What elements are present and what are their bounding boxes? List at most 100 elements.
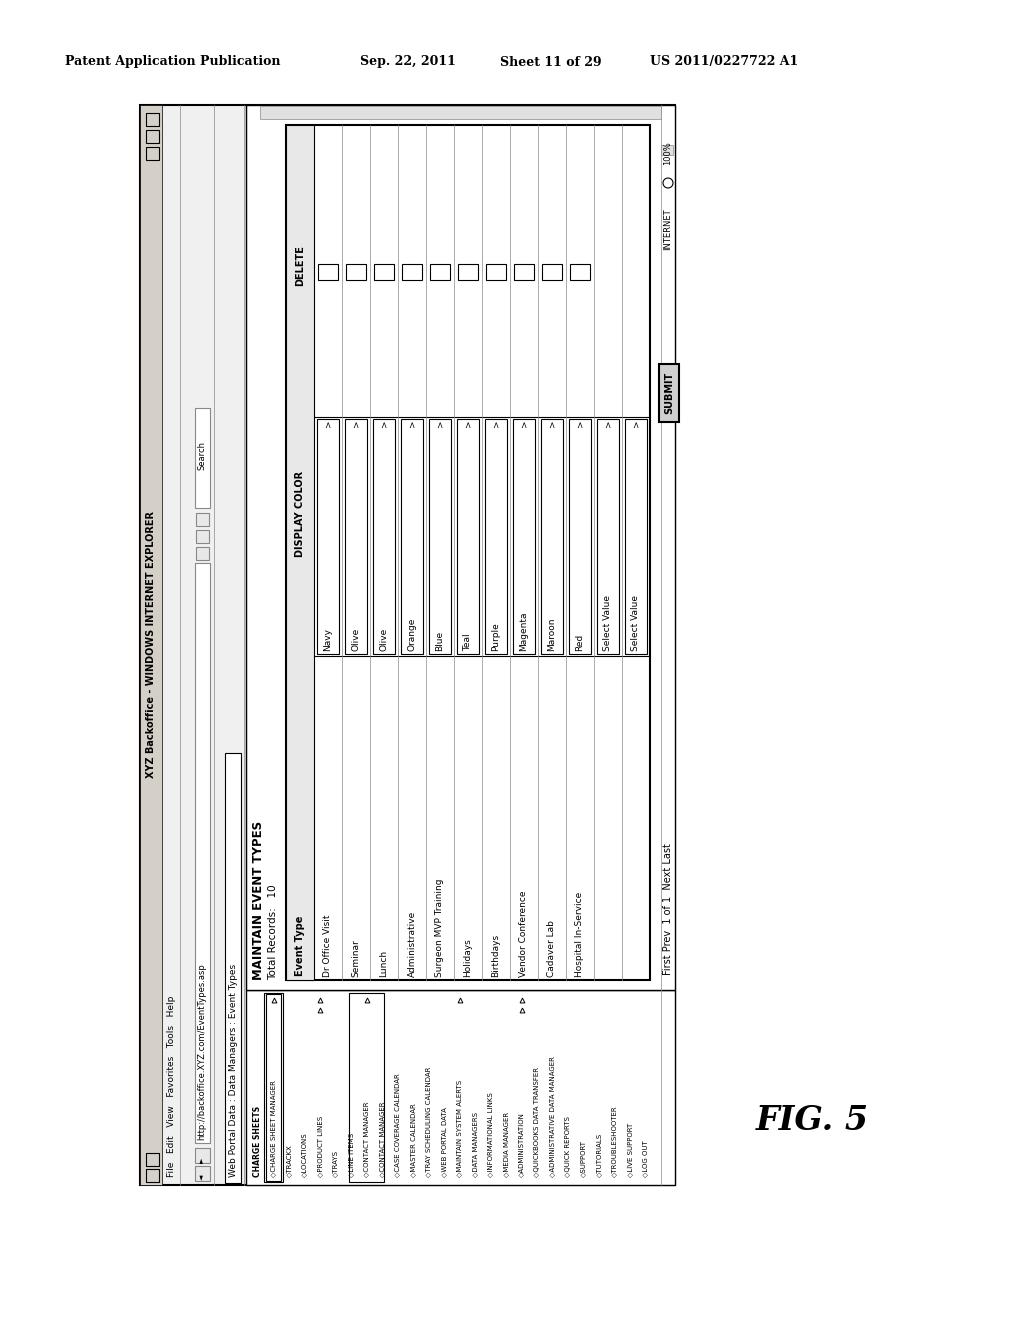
Text: >: > (464, 420, 472, 426)
Text: DELETE: DELETE (295, 246, 305, 286)
Text: Navy: Navy (324, 628, 333, 651)
Polygon shape (146, 1170, 159, 1181)
Text: First Prev  1 of 1  Next Last: First Prev 1 of 1 Next Last (663, 843, 673, 975)
Text: ◇CHARGE SHEET MANAGER: ◇CHARGE SHEET MANAGER (270, 1080, 276, 1177)
Text: File   Edit   View   Favorites   Tools   Help: File Edit View Favorites Tools Help (167, 995, 175, 1177)
Text: >: > (408, 420, 417, 426)
Polygon shape (195, 1166, 210, 1181)
Polygon shape (458, 264, 478, 280)
Polygon shape (246, 106, 675, 990)
Text: ◇QUICK REPORTS: ◇QUICK REPORTS (565, 1117, 571, 1177)
Polygon shape (286, 125, 314, 979)
Text: >: > (603, 420, 612, 426)
Polygon shape (146, 1152, 159, 1166)
Polygon shape (346, 264, 366, 280)
Text: ◇LIVE SUPPORT: ◇LIVE SUPPORT (627, 1123, 633, 1177)
Polygon shape (195, 564, 210, 1143)
Text: ►: ► (199, 1158, 205, 1163)
Text: ◇TROUBLESHOOTER: ◇TROUBLESHOOTER (611, 1105, 617, 1177)
Polygon shape (196, 513, 209, 525)
Polygon shape (345, 418, 367, 653)
Polygon shape (662, 145, 673, 154)
Text: INTERNET: INTERNET (664, 209, 673, 249)
Polygon shape (659, 364, 679, 422)
Text: ◇QUICKBOOKS DATA TRANSFER: ◇QUICKBOOKS DATA TRANSFER (534, 1067, 540, 1177)
Text: ◇LOG OUT: ◇LOG OUT (642, 1140, 648, 1177)
Polygon shape (195, 408, 210, 508)
Text: Magenta: Magenta (519, 611, 528, 651)
Text: Hospital In-Service: Hospital In-Service (575, 892, 585, 977)
Text: US 2011/0227722 A1: US 2011/0227722 A1 (650, 55, 799, 69)
Text: >: > (632, 420, 640, 426)
Text: http://backoffice.XYZ.com/EventTypes.asp: http://backoffice.XYZ.com/EventTypes.asp (198, 964, 207, 1140)
Text: ◄: ◄ (199, 1175, 205, 1180)
Text: Lunch: Lunch (380, 950, 388, 977)
Text: CHARGE SHEETS: CHARGE SHEETS (254, 1106, 262, 1177)
Polygon shape (402, 264, 422, 280)
Text: >: > (324, 420, 333, 426)
Text: ◇MAINTAIN SYSTEM ALERTS: ◇MAINTAIN SYSTEM ALERTS (457, 1080, 463, 1177)
Text: Patent Application Publication: Patent Application Publication (65, 55, 281, 69)
Text: ◇MASTER CALENDAR: ◇MASTER CALENDAR (410, 1104, 416, 1177)
Text: Sep. 22, 2011: Sep. 22, 2011 (360, 55, 456, 69)
Text: Select Value: Select Value (603, 595, 612, 651)
Polygon shape (266, 994, 282, 1181)
Text: ◇ADMINISTRATION: ◇ADMINISTRATION (518, 1113, 524, 1177)
Text: Seminar: Seminar (351, 940, 360, 977)
Text: >: > (492, 420, 501, 426)
Polygon shape (570, 264, 590, 280)
Polygon shape (140, 106, 675, 1185)
Text: ◇INFORMATIONAL LINKS: ◇INFORMATIONAL LINKS (487, 1092, 494, 1177)
Text: Cadaver Lab: Cadaver Lab (548, 920, 556, 977)
Polygon shape (374, 264, 394, 280)
Text: ◇MEDIA MANAGER: ◇MEDIA MANAGER (503, 1111, 509, 1177)
Polygon shape (373, 418, 395, 653)
Polygon shape (625, 418, 647, 653)
Text: >: > (435, 420, 444, 426)
Polygon shape (195, 1148, 210, 1163)
Polygon shape (597, 418, 618, 653)
Text: MAINTAIN EVENT TYPES: MAINTAIN EVENT TYPES (253, 821, 265, 979)
Text: SUBMIT: SUBMIT (664, 372, 674, 414)
Text: >: > (548, 420, 556, 426)
Polygon shape (146, 147, 159, 160)
Text: Red: Red (575, 634, 585, 651)
Text: DISPLAY COLOR: DISPLAY COLOR (295, 471, 305, 557)
Text: Teal: Teal (464, 634, 472, 651)
Polygon shape (569, 418, 591, 653)
Text: Purple: Purple (492, 622, 501, 651)
Text: Sheet 11 of 29: Sheet 11 of 29 (500, 55, 602, 69)
Polygon shape (542, 264, 562, 280)
Polygon shape (140, 106, 162, 1185)
Text: >: > (575, 420, 585, 426)
Text: Birthdays: Birthdays (492, 933, 501, 977)
Polygon shape (225, 752, 241, 1183)
Text: ◇CASE COVERAGE CALENDAR: ◇CASE COVERAGE CALENDAR (394, 1073, 400, 1177)
Text: XYZ Backoffice - WINDOWS INTERNET EXPLORER: XYZ Backoffice - WINDOWS INTERNET EXPLOR… (146, 511, 156, 779)
Text: ◇LOCATIONS: ◇LOCATIONS (301, 1133, 307, 1177)
Polygon shape (317, 418, 339, 653)
Text: ◇SUPPORT: ◇SUPPORT (581, 1140, 587, 1177)
Polygon shape (401, 418, 423, 653)
Text: Search: Search (198, 441, 207, 470)
Polygon shape (430, 264, 450, 280)
Text: ◇TRAY SCHEDULING CALENDAR: ◇TRAY SCHEDULING CALENDAR (426, 1067, 431, 1177)
Text: ◇TRAYS: ◇TRAYS (333, 1150, 339, 1177)
Polygon shape (286, 125, 650, 979)
Text: Dr Office Visit: Dr Office Visit (324, 915, 333, 977)
Text: Olive: Olive (351, 628, 360, 651)
Polygon shape (196, 531, 209, 543)
Text: ◇CONTACT MANAGER: ◇CONTACT MANAGER (379, 1101, 385, 1177)
Text: Select Value: Select Value (632, 595, 640, 651)
Text: Vendor Conference: Vendor Conference (519, 891, 528, 977)
Polygon shape (318, 264, 338, 280)
Text: FIG. 5: FIG. 5 (756, 1104, 868, 1137)
Polygon shape (146, 114, 159, 125)
Text: ◇WEB PORTAL DATA: ◇WEB PORTAL DATA (441, 1107, 447, 1177)
Text: Total Records:   10: Total Records: 10 (268, 884, 278, 979)
Text: ◇CONTACT MANAGER: ◇CONTACT MANAGER (364, 1101, 370, 1177)
Polygon shape (457, 418, 479, 653)
Polygon shape (146, 129, 159, 143)
Text: ◇LINE ITEMS: ◇LINE ITEMS (348, 1133, 354, 1177)
Text: Orange: Orange (408, 618, 417, 651)
